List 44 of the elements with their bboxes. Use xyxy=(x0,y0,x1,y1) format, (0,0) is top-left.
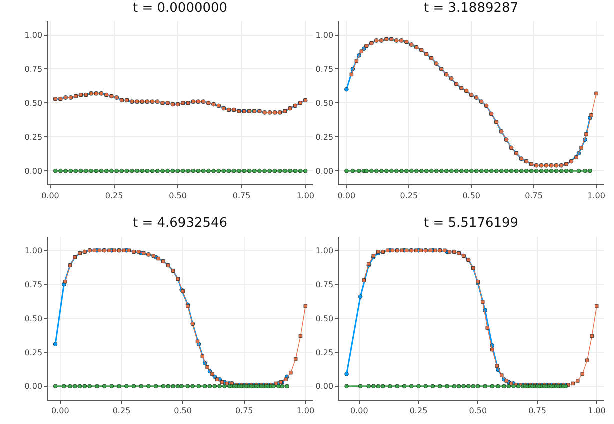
x-tick-label: 0.75 xyxy=(235,406,254,416)
y-tick-label: 0.50 xyxy=(316,98,334,108)
y-tick-label: 0.00 xyxy=(316,166,334,176)
y-tick-label: 1.00 xyxy=(316,246,334,256)
y-tick-label: 0.25 xyxy=(316,348,334,358)
x-tick-label: 0.00 xyxy=(350,406,368,416)
x-tick-label: 0.75 xyxy=(525,191,543,200)
y-tick-label: 0.75 xyxy=(316,65,334,74)
chart-title: t = 5.5176199 xyxy=(424,216,519,231)
x-tick-label: 0.50 xyxy=(462,191,481,200)
chart-title: t = 4.6932546 xyxy=(133,216,228,231)
x-tick-label: 0.75 xyxy=(232,191,251,200)
y-tick-label: 0.75 xyxy=(24,65,43,74)
y-tick-label: 1.00 xyxy=(24,246,43,256)
x-tick-label: 0.25 xyxy=(400,191,418,200)
x-tick-label: 0.25 xyxy=(105,191,124,200)
y-tick-label: 0.50 xyxy=(316,314,334,324)
x-tick-label: 0.25 xyxy=(410,406,428,416)
y-tick-label: 0.50 xyxy=(24,314,43,324)
y-tick-label: 0.50 xyxy=(24,98,43,108)
x-tick-label: 0.50 xyxy=(169,191,187,200)
x-tick-label: 1.00 xyxy=(588,191,606,200)
x-tick-label: 0.75 xyxy=(528,406,546,416)
y-tick-label: 0.25 xyxy=(316,132,334,142)
y-tick-label: 0.00 xyxy=(24,166,43,176)
y-tick-label: 1.00 xyxy=(316,31,334,40)
x-tick-label: 0.50 xyxy=(469,406,488,416)
x-tick-label: 0.00 xyxy=(338,191,356,200)
y-tick-label: 1.00 xyxy=(24,31,43,40)
x-tick-label: 0.00 xyxy=(42,191,60,200)
chart-title: t = 0.0000000 xyxy=(133,1,228,16)
chart-title: t = 3.1889287 xyxy=(424,1,519,16)
y-tick-label: 0.25 xyxy=(24,132,43,142)
x-tick-label: 0.00 xyxy=(52,406,70,416)
y-tick-label: 0.00 xyxy=(24,382,43,392)
x-tick-label: 1.00 xyxy=(296,406,315,416)
y-tick-label: 0.25 xyxy=(24,348,43,358)
x-tick-label: 1.00 xyxy=(296,191,315,200)
y-tick-label: 0.00 xyxy=(316,382,334,392)
x-tick-label: 0.50 xyxy=(174,406,192,416)
y-tick-label: 0.75 xyxy=(316,280,334,290)
y-tick-label: 0.75 xyxy=(24,280,43,290)
x-tick-label: 1.00 xyxy=(588,406,606,416)
x-tick-label: 0.25 xyxy=(112,406,131,416)
